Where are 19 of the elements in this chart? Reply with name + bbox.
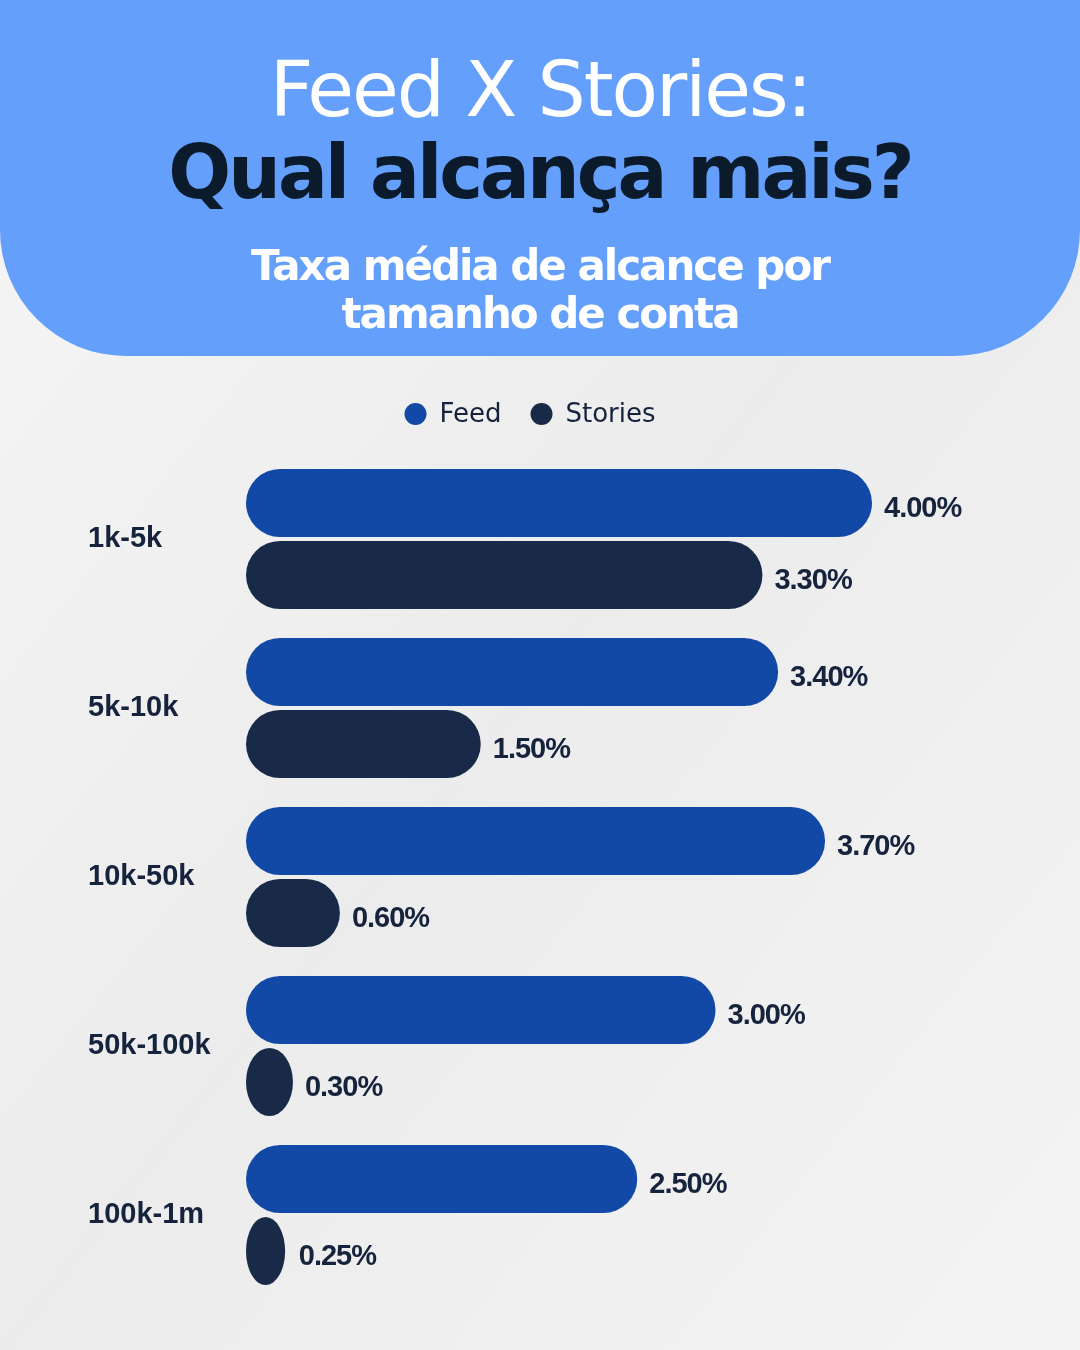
data-label: 0.30% (304, 1069, 384, 1102)
data-label: 3.70% (837, 828, 916, 861)
legend-label: Feed (439, 397, 502, 428)
y-tick-label: 50k-100k (88, 1027, 212, 1060)
y-tick-label: 100k-1m (88, 1196, 205, 1229)
data-label: 3.40% (790, 659, 869, 692)
y-tick-label: 5k-10k (88, 689, 180, 722)
data-label: 3.00% (727, 997, 806, 1030)
y-tick-label: 10k-50k (88, 858, 196, 891)
chart-title: Feed X Stories: Qual alcança mais? (168, 45, 912, 215)
data-label: 0.25% (298, 1238, 378, 1271)
legend-label: Stories (565, 397, 656, 428)
chart-subtitle: Taxa média de alcance por tamanho de conta (251, 241, 832, 338)
data-label: 0.60% (351, 900, 431, 933)
data-label: 2.50% (649, 1166, 728, 1199)
data-label: 1.50% (492, 731, 572, 764)
y-tick-label: 1k-5k (88, 520, 164, 553)
data-label: 3.30% (774, 562, 853, 595)
data-label: 4.00% (884, 490, 963, 523)
